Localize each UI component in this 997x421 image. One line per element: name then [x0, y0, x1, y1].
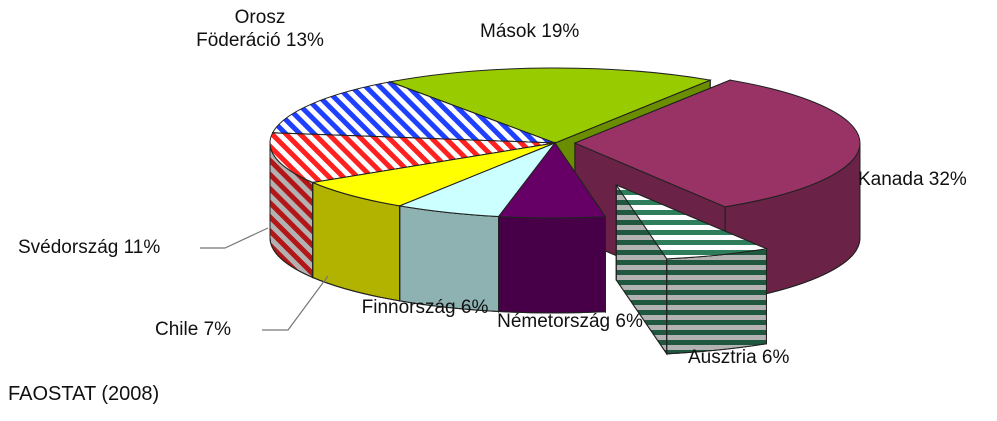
slice-value: 32% — [928, 169, 967, 190]
leader-line — [200, 227, 269, 249]
slice-name: Kanada — [858, 169, 924, 190]
slice-top — [269, 132, 556, 184]
slice-name: Finnország — [361, 297, 456, 318]
slice-label: Németország 6% — [490, 310, 650, 333]
slice-value: 19% — [541, 21, 580, 42]
slice-value: 6% — [460, 297, 489, 318]
slice-label: Mások 19% — [480, 20, 650, 43]
slice-name: Mások — [480, 21, 536, 42]
slice-value: 7% — [203, 319, 232, 340]
slice-top — [388, 67, 713, 144]
leader-line — [262, 275, 329, 331]
slice-label: Chile 7% — [155, 318, 265, 341]
slice-label: Svédország 11% — [18, 236, 203, 259]
slice-name: Ausztria — [688, 347, 757, 368]
slice-value: 6% — [761, 347, 790, 368]
slice-side-shade — [666, 248, 767, 355]
slice-side-shade — [498, 215, 606, 314]
slice-value: 11% — [123, 237, 161, 258]
slice-name: Chile — [155, 319, 199, 340]
source-note: FAOSTAT (2008) — [8, 383, 160, 405]
slice-value: 13% — [285, 30, 324, 51]
slice-name: Németország — [497, 311, 611, 332]
slice-name: Svédország — [18, 237, 119, 258]
slice-top — [310, 142, 556, 207]
slice-value: 6% — [615, 311, 643, 332]
slice-label: Kanada 32% — [858, 168, 997, 191]
slice-top — [614, 183, 769, 260]
slice-top — [271, 81, 556, 144]
slice-label: Finnország 6% — [345, 296, 505, 319]
slice-label: Ausztria 6% — [688, 346, 838, 369]
slice-name: Orosz Föderáció — [196, 7, 286, 51]
slice-top — [497, 142, 607, 219]
slice-top — [573, 79, 861, 208]
slice-label: Orosz Föderáció 13% — [195, 6, 325, 52]
